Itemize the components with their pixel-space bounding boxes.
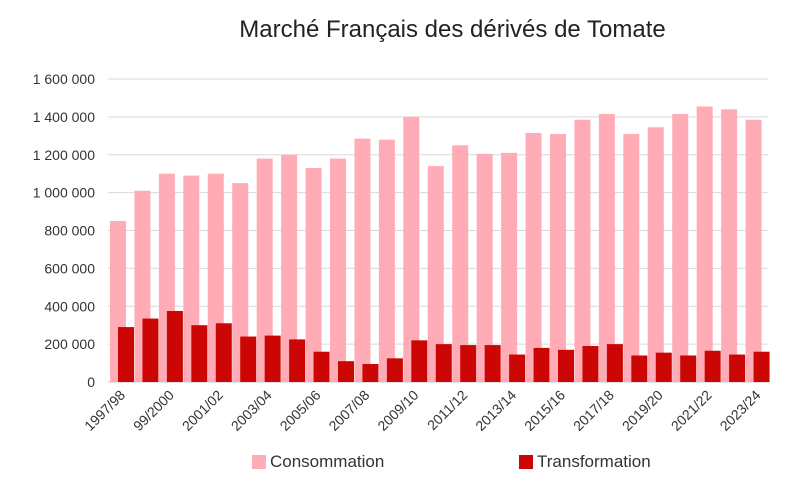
bar-consommation — [745, 119, 762, 382]
bar-transformation — [435, 344, 452, 382]
bar-transformation — [533, 347, 550, 382]
bar-transformation — [118, 327, 134, 382]
bar-consommation — [281, 154, 298, 382]
bar-consommation — [256, 158, 273, 382]
bar-transformation — [264, 335, 281, 382]
bar-consommation — [501, 152, 518, 382]
bar-consommation — [623, 133, 640, 382]
y-tick-label: 800 000 — [44, 223, 95, 239]
bar-transformation — [631, 355, 648, 382]
x-tick-label: 2015/16 — [521, 387, 568, 434]
bar-consommation — [330, 158, 346, 382]
x-tick-label: 2017/18 — [570, 387, 617, 434]
y-tick-label: 1 600 000 — [33, 71, 95, 87]
y-tick-label: 1 400 000 — [33, 109, 95, 125]
x-tick-label: 1997/98 — [81, 387, 128, 434]
legend-item-consommation: Consommation — [252, 452, 384, 472]
bar-consommation — [305, 168, 322, 382]
bar-consommation — [354, 138, 371, 382]
legend-item-transformation: Transformation — [519, 452, 651, 472]
bar-transformation — [386, 358, 403, 382]
y-tick-label: 1 000 000 — [33, 185, 95, 201]
bar-transformation — [729, 354, 746, 382]
bar-transformation — [338, 361, 354, 382]
x-tick-label: 2005/06 — [277, 387, 324, 434]
legend-label: Consommation — [270, 452, 385, 471]
bar-transformation — [655, 352, 672, 382]
bar-transformation — [509, 354, 526, 382]
bar-transformation — [582, 346, 599, 382]
bar-consommation — [550, 133, 566, 382]
bar-consommation — [598, 114, 615, 383]
bar-transformation — [166, 310, 183, 382]
bar-transformation — [215, 323, 232, 382]
x-tick-label: 2007/08 — [325, 387, 372, 434]
bar-transformation — [680, 355, 697, 382]
y-tick-label: 400 000 — [44, 298, 95, 314]
bar-transformation — [558, 349, 574, 382]
bar-transformation — [704, 350, 721, 382]
y-tick-label: 0 — [87, 374, 95, 390]
bar-consommation — [721, 109, 738, 383]
legend-swatch-consommation — [252, 455, 266, 469]
bar-transformation — [240, 336, 257, 382]
bar-consommation — [696, 106, 713, 382]
y-tick-label: 1 200 000 — [33, 147, 95, 163]
bar-transformation — [753, 351, 770, 382]
x-tick-label: 2003/04 — [228, 387, 275, 434]
bar-consommation — [672, 114, 689, 383]
x-tick-label: 2001/02 — [179, 387, 226, 434]
bar-consommation — [525, 132, 542, 382]
x-tick-label: 2019/20 — [619, 387, 666, 434]
bar-consommation — [232, 183, 249, 382]
bar-transformation — [191, 325, 208, 382]
legend-swatch-transformation — [519, 455, 533, 469]
bar-transformation — [484, 345, 501, 382]
bar-consommation — [378, 139, 395, 382]
bar-transformation — [313, 351, 330, 382]
bar-transformation — [460, 345, 477, 382]
x-tick-label: 2013/14 — [472, 387, 519, 434]
chart-title: Marché Français des dérivés de Tomate — [239, 16, 666, 43]
bar-consommation — [452, 145, 469, 382]
bar-consommation — [476, 153, 493, 382]
x-tick-label: 2011/12 — [424, 387, 471, 434]
bar-consommation — [574, 119, 591, 382]
bar-consommation — [427, 166, 444, 382]
x-tick-label: 99/2000 — [130, 387, 177, 434]
y-tick-label: 600 000 — [44, 260, 95, 276]
bar-transformation — [606, 344, 623, 382]
legend-label: Transformation — [537, 452, 651, 471]
y-tick-label: 200 000 — [44, 336, 95, 352]
bar-transformation — [362, 364, 379, 382]
bar-consommation — [647, 127, 664, 383]
x-tick-label: 2021/22 — [668, 387, 715, 434]
bar-transformation — [289, 339, 306, 382]
bar-transformation — [142, 318, 159, 382]
bar-transformation — [411, 340, 428, 382]
bar-consommation — [403, 116, 420, 382]
x-tick-label: 2023/24 — [717, 387, 764, 434]
x-tick-label: 2009/10 — [374, 387, 421, 434]
